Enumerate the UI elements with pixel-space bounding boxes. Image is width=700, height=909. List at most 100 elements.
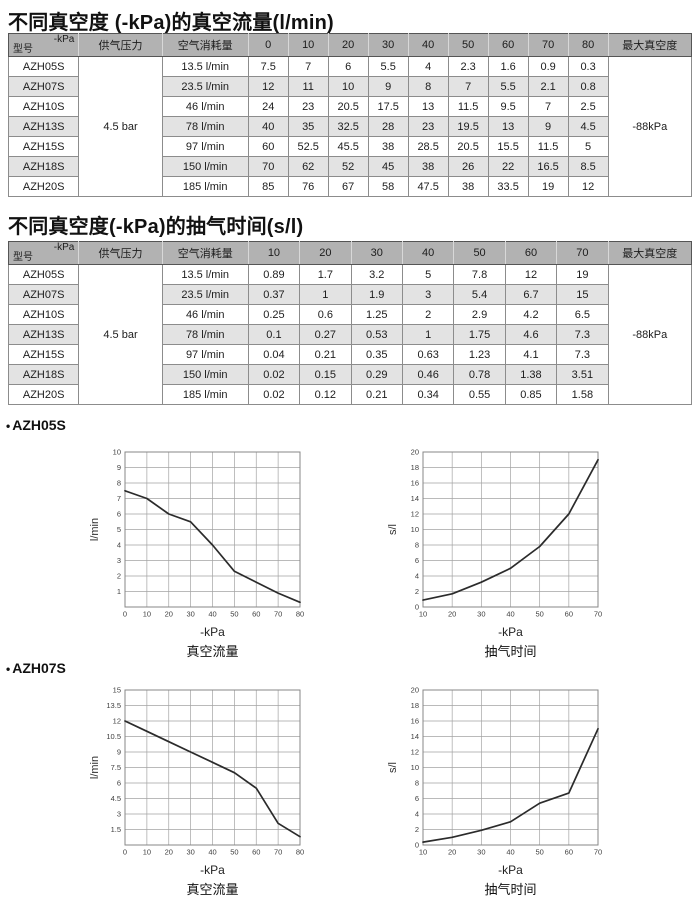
- table-row: AZH20S 185 l/min 85 76 67 58 47.5 38 33.5 19 12: [7, 176, 692, 197]
- svg-text:4: 4: [117, 541, 121, 550]
- svg-text:4: 4: [415, 810, 419, 819]
- svg-text:l/min: l/min: [89, 518, 101, 541]
- value-cell: 58: [367, 176, 409, 197]
- value-cell: 60: [247, 136, 289, 157]
- value-cell: 0.1: [247, 324, 301, 345]
- value-cell: 67: [327, 176, 369, 197]
- value-cell: 22: [487, 156, 529, 177]
- corner-model-label: 型号: [13, 252, 33, 263]
- value-cell: 0.37: [247, 284, 301, 305]
- value-cell: 2.5: [567, 96, 609, 117]
- table-row: AZH05S 4.5 bar 13.5 l/min 7.5 7 6 5.5 4 2.3 1.6 0.…: [7, 56, 693, 197]
- consumption-cell: 13.5 l/min: [161, 264, 249, 285]
- value-cell: 2.3: [447, 56, 489, 77]
- svg-text:2: 2: [415, 587, 419, 596]
- value-cell: 0.3: [567, 56, 609, 77]
- value-cell: 0.89: [247, 264, 301, 285]
- chart-caption: 真空流量: [186, 882, 239, 897]
- x-axis-label: -kPa: [498, 625, 523, 639]
- value-cell: 9: [527, 116, 569, 137]
- kpa-column-header: 70: [527, 33, 569, 57]
- kpa-column-header: 80: [567, 33, 609, 57]
- svg-text:14: 14: [411, 494, 419, 503]
- consumption-cell: 97 l/min: [161, 136, 249, 157]
- value-cell: 19: [527, 176, 569, 197]
- value-cell: 23: [287, 96, 329, 117]
- value-cell: 38: [367, 136, 409, 157]
- svg-text:18: 18: [411, 463, 419, 472]
- svg-text:l/min: l/min: [89, 756, 101, 779]
- value-cell: 10: [327, 76, 369, 97]
- value-cell: 3.2: [350, 264, 403, 285]
- kpa-column-header: 10: [287, 33, 329, 57]
- consumption-cell: 46 l/min: [161, 96, 249, 117]
- svg-text:12: 12: [411, 510, 419, 519]
- svg-text:18: 18: [411, 701, 419, 710]
- value-cell: 4: [407, 56, 449, 77]
- max-vacuum-cell: -88kPa: [607, 264, 693, 405]
- svg-text:16: 16: [411, 479, 419, 488]
- value-cell: 9.5: [487, 96, 529, 117]
- supply-pressure-header: 供气压力: [78, 33, 163, 57]
- consumption-cell: 185 l/min: [161, 384, 249, 405]
- value-cell: 1.7: [299, 264, 352, 285]
- value-cell: 38: [447, 176, 489, 197]
- svg-text:10: 10: [143, 848, 151, 857]
- x-axis-label: -kPa: [200, 625, 225, 639]
- value-cell: 0.04: [247, 344, 301, 365]
- time-table: -kPa 型号 供气压力 空气消耗量 10 20 30 40 50 60 70 最大真空度 AZH05S…: [7, 241, 693, 405]
- value-cell: 0.6: [299, 304, 352, 325]
- supply-pressure-cell: 4.5 bar: [78, 56, 163, 197]
- svg-text:12: 12: [113, 717, 121, 726]
- value-cell: 12: [247, 76, 289, 97]
- svg-text:10: 10: [411, 763, 419, 772]
- svg-text:4.5: 4.5: [111, 794, 121, 803]
- svg-text:30: 30: [477, 848, 485, 857]
- supply-pressure-cell: 4.5 bar: [78, 264, 163, 405]
- model-cell: AZH20S: [7, 384, 80, 405]
- kpa-column-header: 20: [327, 33, 369, 57]
- model-cell: AZH05S: [7, 56, 80, 77]
- model-cell: AZH15S: [7, 136, 80, 157]
- value-cell: 85: [247, 176, 289, 197]
- value-cell: 13: [487, 116, 529, 137]
- value-cell: 28.5: [407, 136, 449, 157]
- svg-text:4: 4: [415, 572, 419, 581]
- model-cell: AZH13S: [7, 116, 80, 137]
- model-cell: AZH07S: [7, 76, 80, 97]
- svg-text:40: 40: [506, 848, 514, 857]
- svg-text:s/l: s/l: [387, 762, 399, 773]
- svg-text:s/l: s/l: [387, 524, 399, 535]
- supply-pressure-header: 供气压力: [78, 241, 163, 265]
- value-cell: 0.8: [567, 76, 609, 97]
- value-cell: 20.5: [327, 96, 369, 117]
- time-section-title: 不同真空度(-kPa)的抽气时间(s/l): [8, 216, 304, 238]
- value-cell: 5: [567, 136, 609, 157]
- svg-text:15: 15: [113, 686, 121, 695]
- value-cell: 7.8: [453, 264, 506, 285]
- svg-text:5: 5: [117, 525, 121, 534]
- model-cell: AZH10S: [7, 304, 80, 325]
- svg-text:60: 60: [252, 848, 260, 857]
- corner-header: -kPa 型号: [7, 33, 80, 57]
- value-cell: 3: [401, 284, 455, 305]
- svg-text:20: 20: [411, 686, 419, 695]
- chart-caption: 抽气时间: [484, 644, 537, 659]
- azh07s-time-chart-block: 10 20 30 40 50 60 70 0 2 4 6 8 10 12 14 16 18 20 s/l -kPa …: [378, 680, 613, 898]
- value-cell: 4.5: [567, 116, 609, 137]
- value-cell: 76: [287, 176, 329, 197]
- svg-text:10: 10: [419, 610, 427, 619]
- svg-text:14: 14: [411, 732, 419, 741]
- svg-text:3: 3: [117, 810, 121, 819]
- value-cell: 0.29: [350, 364, 403, 385]
- value-cell: 24: [247, 96, 289, 117]
- consumption-cell: 23.5 l/min: [161, 76, 249, 97]
- corner-model-label: 型号: [13, 44, 33, 55]
- azh05s-time-chart-block: 10 20 30 40 50 60 70 0 2 4 6 8 10 12 14 16 18 20 s/l -kPa …: [378, 442, 613, 660]
- svg-text:7: 7: [117, 494, 121, 503]
- model-cell: AZH18S: [7, 156, 80, 177]
- svg-text:0: 0: [415, 603, 419, 612]
- svg-text:9: 9: [117, 748, 121, 757]
- kpa-column-header: 30: [367, 33, 409, 57]
- azh05s-flow-chart-block: 0 10 20 30 40 50 60 70 80 1 2 3 4 5 6 7 8 9 10 l/min -kPa 真…: [80, 442, 315, 660]
